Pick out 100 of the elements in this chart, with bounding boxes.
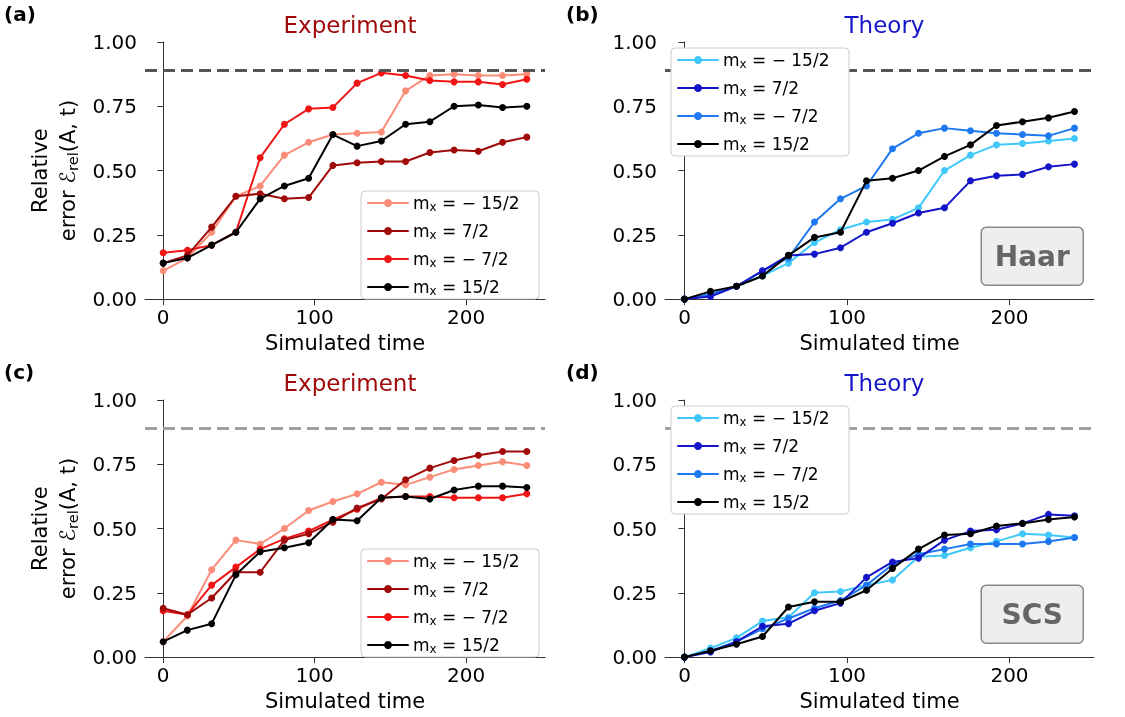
point (280, 182, 288, 190)
point (474, 71, 482, 79)
point (863, 228, 870, 236)
y-tick-label: 1.00 (92, 30, 137, 54)
point (499, 458, 507, 466)
point (1019, 170, 1026, 178)
point (993, 122, 1000, 130)
x-tick-label: 0 (156, 663, 170, 688)
point (967, 151, 974, 159)
y-tick-label: 0.75 (612, 94, 657, 119)
point (280, 544, 288, 552)
point (402, 476, 410, 484)
point (450, 102, 458, 110)
point (863, 586, 870, 594)
point (941, 152, 948, 160)
point (785, 620, 792, 628)
point (837, 588, 844, 596)
point (450, 78, 458, 86)
x-tick-label: 200 (990, 305, 1029, 330)
point (941, 531, 948, 539)
point (941, 545, 948, 553)
point (759, 633, 766, 641)
point (811, 589, 818, 597)
x-axis-title: Simulated time (264, 688, 426, 713)
point (499, 494, 507, 502)
point (377, 158, 385, 166)
point (915, 129, 922, 137)
point (474, 482, 482, 490)
point (256, 568, 264, 576)
point (523, 483, 531, 491)
point (993, 522, 1000, 530)
point (1071, 134, 1078, 142)
y-tick-label: 0.75 (92, 452, 137, 477)
point (402, 120, 410, 128)
point (785, 603, 792, 611)
y-tick-label: 0.50 (612, 516, 657, 541)
point (305, 138, 313, 146)
point (208, 566, 216, 574)
point (1045, 531, 1052, 539)
point (474, 101, 482, 109)
point (280, 151, 288, 159)
point (499, 138, 507, 146)
point (523, 133, 531, 141)
point (305, 539, 313, 547)
point (837, 195, 844, 203)
point (1071, 107, 1078, 115)
point (1045, 537, 1052, 545)
point (1045, 163, 1052, 171)
point (499, 104, 507, 112)
x-axis-title: Simulated time (264, 330, 426, 355)
point (208, 223, 216, 231)
point (402, 71, 410, 79)
point (377, 128, 385, 136)
point (353, 142, 361, 150)
point (523, 102, 531, 110)
y-tick-label: 0.00 (612, 287, 657, 312)
point (863, 573, 870, 581)
point (941, 167, 948, 175)
point (329, 161, 337, 169)
point (499, 447, 507, 455)
point (889, 174, 896, 182)
point (811, 250, 818, 258)
x-tick-label: 200 (447, 663, 486, 688)
chart-title: Experiment (283, 11, 417, 38)
point (377, 137, 385, 145)
point (1045, 114, 1052, 122)
y-tick-label: 0.50 (92, 158, 137, 183)
y-tick-label: 0.25 (612, 222, 657, 247)
point (967, 127, 974, 135)
point (426, 118, 434, 126)
point (1019, 530, 1026, 538)
point (523, 75, 531, 83)
point (208, 581, 216, 589)
x-tick-label: 0 (678, 305, 691, 330)
point (915, 209, 922, 217)
y-tick-label: 0.25 (612, 580, 657, 605)
point (377, 478, 385, 486)
point (1071, 124, 1078, 132)
point (993, 172, 1000, 180)
point (1019, 540, 1026, 548)
point (915, 545, 922, 553)
point (915, 167, 922, 175)
point (1019, 118, 1026, 126)
point (889, 219, 896, 227)
y-tick-label: 0.00 (612, 645, 657, 670)
point (353, 490, 361, 498)
point (280, 195, 288, 203)
point (1019, 140, 1026, 148)
y-tick-label: 0.50 (92, 516, 137, 541)
point (280, 120, 288, 128)
point (474, 462, 482, 470)
point (305, 194, 313, 202)
point (863, 218, 870, 226)
point (941, 204, 948, 212)
point (256, 154, 264, 162)
point (353, 129, 361, 137)
point (1071, 160, 1078, 168)
point (183, 626, 191, 634)
point (1045, 132, 1052, 140)
point (208, 620, 216, 628)
